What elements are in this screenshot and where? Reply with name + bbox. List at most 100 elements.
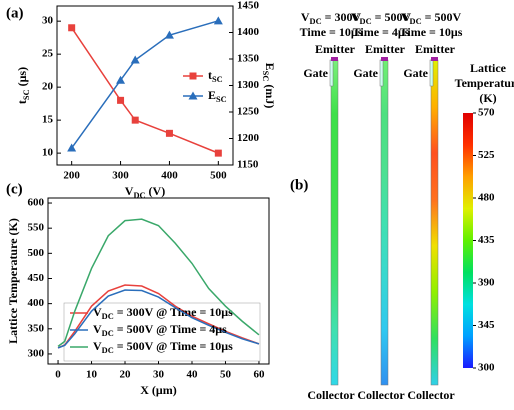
colorbar-tick-label: 570 xyxy=(478,107,495,119)
emitter-contact xyxy=(381,57,388,61)
x-tick-label: 10 xyxy=(86,369,98,381)
y2-axis-label: ESC (mJ) xyxy=(261,63,278,109)
legend-label-part: DC xyxy=(102,329,114,338)
marker xyxy=(166,130,173,137)
legend-marker xyxy=(190,73,197,80)
gate-region xyxy=(380,60,383,86)
axes-frame xyxy=(57,6,233,165)
y-tick-label: 450 xyxy=(28,272,45,284)
colorbar-tick-label: 435 xyxy=(478,234,495,246)
x-tick-label: 400 xyxy=(161,170,178,182)
colorbar-title: Lattice xyxy=(470,61,507,75)
x-tick-label: 40 xyxy=(186,369,198,381)
condition-label-part: V xyxy=(301,10,310,24)
x-axis-label-part: V xyxy=(125,184,134,198)
emitter-label: Emitter xyxy=(315,42,356,56)
y-tick-label: 30 xyxy=(42,15,54,27)
collector-label: Collector xyxy=(357,388,405,402)
emitter-label: Emitter xyxy=(415,42,456,56)
device-body xyxy=(331,60,338,385)
legend-label-part: V xyxy=(93,305,102,319)
marker xyxy=(215,150,222,157)
colorbar-tick-label: 525 xyxy=(478,149,495,161)
marker xyxy=(132,117,139,124)
time-label: Time = 10μs xyxy=(400,25,463,39)
y2-tick-label: 1350 xyxy=(237,53,260,65)
y-tick-label: 400 xyxy=(28,297,45,309)
marker xyxy=(68,24,75,31)
marker xyxy=(131,56,140,64)
y2-tick-label: 1300 xyxy=(237,79,260,91)
condition-label-part: V xyxy=(351,10,360,24)
x-tick-label: 50 xyxy=(220,369,232,381)
condition-label-part: = 500V xyxy=(422,10,462,24)
y-tick-label: 15 xyxy=(42,114,54,126)
x-tick-label: 300 xyxy=(112,170,129,182)
colorbar-tick-label: 390 xyxy=(478,277,495,289)
legend-label-part: V xyxy=(93,339,102,353)
x-tick-label: 20 xyxy=(120,369,132,381)
y-axis-label: Lattice Temperature (K) xyxy=(6,218,20,344)
panel-label: (c) xyxy=(6,181,23,197)
series-line xyxy=(72,28,219,153)
colorbar-tick-label: 300 xyxy=(478,362,495,374)
y2-axis-label-part: SC xyxy=(261,71,270,82)
y-tick-label: 10 xyxy=(42,147,54,159)
colorbar-tick-label: 480 xyxy=(478,192,495,204)
panel-label: (b) xyxy=(290,177,308,193)
y2-axis-label-part: E xyxy=(263,63,277,71)
legend-label-part: V xyxy=(93,322,102,336)
y2-tick-label: 1200 xyxy=(237,132,260,144)
figure: (a) (c) (b) 200 300 400 500 10 15 20 25 30 1150 12… xyxy=(0,0,514,410)
y-tick-label: 500 xyxy=(28,247,45,259)
emitter-contact xyxy=(331,57,338,61)
y-axis-label-part: (μs) xyxy=(15,67,29,89)
x-axis-label: X (μm) xyxy=(140,383,176,397)
collector-label: Collector xyxy=(307,388,355,402)
legend-label-part: DC xyxy=(102,312,114,321)
gate-label: Gate xyxy=(353,66,378,80)
legend-label-part: DC xyxy=(102,346,114,355)
y2-tick-label: 1450 xyxy=(237,0,260,12)
y2-axis-label-part: (mJ) xyxy=(263,81,277,108)
emitter-contact xyxy=(431,57,438,61)
x-tick-label: 30 xyxy=(153,369,165,381)
colorbar-title: Temperature xyxy=(455,76,514,90)
y-tick-label: 20 xyxy=(42,81,54,93)
y2-tick-label: 1400 xyxy=(237,26,260,38)
legend-label: tSC xyxy=(208,68,223,85)
collector-label: Collector xyxy=(407,388,455,402)
legend-label-part: E xyxy=(208,88,216,102)
marker xyxy=(214,16,223,24)
y-tick-label: 350 xyxy=(28,322,45,334)
gate-region xyxy=(430,60,433,86)
x-axis-label-part: DC xyxy=(133,191,145,200)
y-tick-label: 25 xyxy=(42,48,54,60)
device-body xyxy=(381,60,388,385)
x-axis-label-part: (V) xyxy=(146,184,166,198)
legend-label: ESC xyxy=(208,88,227,105)
device-body xyxy=(431,60,438,385)
x-tick-label: 60 xyxy=(253,369,265,381)
legend-label-part: = 500V @ Time = 4μs xyxy=(114,322,227,336)
x-axis-label-part: X (μm) xyxy=(140,383,176,397)
legend-label-part: SC xyxy=(216,95,227,104)
y2-tick-label: 1150 xyxy=(237,159,259,171)
marker xyxy=(117,97,124,104)
legend-label-part: = 500V @ Time = 10μs xyxy=(114,339,233,353)
gate-label: Gate xyxy=(403,66,428,80)
y2-tick-label: 1250 xyxy=(237,106,260,118)
colorbar-tick-label: 345 xyxy=(478,319,495,331)
colorbar xyxy=(463,113,473,368)
y-tick-label: 300 xyxy=(28,347,45,359)
x-tick-label: 500 xyxy=(210,170,227,182)
emitter-label: Emitter xyxy=(365,42,406,56)
series-line xyxy=(72,21,219,148)
y-axis-label: tSC (μs) xyxy=(15,67,32,104)
x-tick-label: 200 xyxy=(63,170,80,182)
gate-region xyxy=(330,60,333,86)
y-axis-label-part: Lattice Temperature (K) xyxy=(6,218,20,344)
condition-label-part: V xyxy=(401,10,410,24)
panel-label: (a) xyxy=(6,5,24,21)
y-tick-label: 600 xyxy=(28,197,45,209)
